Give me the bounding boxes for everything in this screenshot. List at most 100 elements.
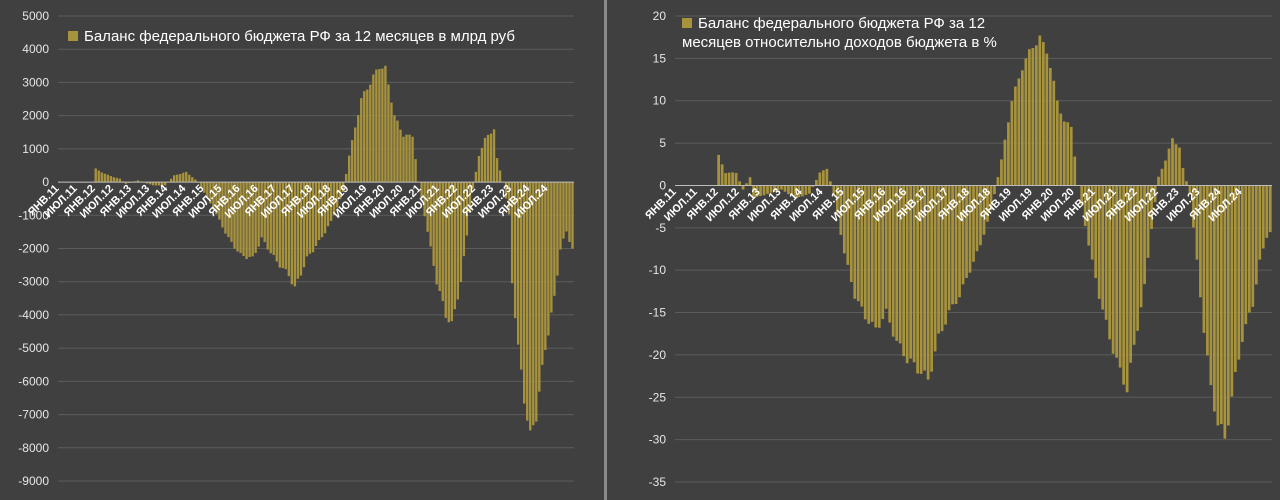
- bar: [1118, 185, 1122, 368]
- bar: [982, 185, 986, 235]
- bar: [109, 176, 112, 183]
- bar: [399, 129, 402, 183]
- legend-rub: Баланс федерального бюджета РФ за 12 мес…: [68, 27, 515, 46]
- bar: [1185, 181, 1188, 186]
- bar: [516, 182, 520, 345]
- bar: [510, 182, 514, 284]
- bar: [169, 178, 173, 183]
- bar: [849, 185, 853, 282]
- bar: [544, 182, 547, 350]
- bar: [151, 182, 155, 186]
- bar: [378, 68, 381, 183]
- y-tick-label: -10: [649, 263, 667, 277]
- bar: [559, 182, 562, 250]
- bar: [1181, 168, 1185, 186]
- bar: [1268, 185, 1272, 233]
- bar: [538, 182, 541, 392]
- y-tick-label: 3000: [22, 75, 49, 89]
- bar: [112, 177, 116, 183]
- bar: [801, 185, 804, 197]
- bar: [103, 173, 106, 183]
- bar: [212, 182, 215, 210]
- bar: [1237, 185, 1241, 360]
- y-tick-label: -9000: [18, 474, 49, 488]
- bar: [1031, 48, 1035, 186]
- bar: [1111, 185, 1115, 354]
- bar: [239, 182, 242, 253]
- bar: [495, 158, 499, 183]
- bar: [811, 185, 815, 187]
- bar: [302, 182, 306, 268]
- bar: [734, 172, 738, 186]
- bar: [459, 182, 463, 282]
- bar: [1024, 58, 1028, 186]
- bar: [441, 182, 444, 302]
- bar: [507, 182, 511, 215]
- bar: [846, 185, 850, 265]
- bar: [311, 182, 315, 253]
- bar: [790, 185, 794, 197]
- bar: [1188, 185, 1192, 195]
- bar: [1160, 168, 1164, 186]
- bar: [571, 182, 574, 249]
- bar: [468, 182, 472, 213]
- y-tick-label: -4000: [18, 308, 49, 322]
- bar: [435, 182, 438, 285]
- bar: [787, 185, 790, 195]
- bar: [912, 185, 916, 363]
- bar: [898, 185, 902, 344]
- y-tick-label: 0: [42, 175, 49, 189]
- bar: [354, 127, 357, 183]
- bar: [916, 185, 920, 374]
- bar: [308, 182, 312, 254]
- bar: [1003, 139, 1007, 186]
- bar: [808, 185, 811, 194]
- bar: [975, 185, 979, 252]
- bar: [1143, 185, 1146, 285]
- bar: [444, 182, 447, 318]
- bar: [471, 182, 475, 189]
- bar: [783, 185, 787, 192]
- y-tick-label: -5000: [18, 341, 49, 355]
- bar: [453, 182, 456, 310]
- bar: [157, 182, 161, 186]
- bar: [272, 182, 275, 255]
- bar: [828, 181, 832, 186]
- bar: [529, 182, 532, 431]
- bar: [895, 185, 899, 341]
- bar: [717, 154, 721, 186]
- bar: [832, 185, 836, 194]
- bar: [296, 182, 300, 279]
- bar: [465, 182, 469, 236]
- bar: [489, 133, 493, 183]
- bar: [185, 171, 188, 183]
- bar: [191, 177, 194, 183]
- bar: [426, 182, 429, 232]
- bar: [797, 185, 801, 198]
- bar: [351, 140, 354, 183]
- y-tick-label: -2000: [18, 242, 49, 256]
- bar: [867, 185, 871, 324]
- bar: [1087, 185, 1091, 246]
- bar: [480, 147, 484, 183]
- bar: [965, 185, 968, 278]
- bar: [233, 182, 236, 249]
- bar: [1010, 101, 1014, 186]
- bar: [257, 182, 260, 247]
- bar: [748, 177, 752, 186]
- bar: [498, 170, 502, 183]
- bar: [752, 185, 755, 199]
- bar: [1157, 176, 1160, 186]
- bar: [492, 129, 496, 183]
- bar: [556, 182, 559, 276]
- bar: [1125, 185, 1129, 393]
- bar: [462, 182, 466, 257]
- bar: [839, 185, 843, 235]
- bar: [877, 185, 881, 328]
- bar: [909, 185, 913, 359]
- bar: [332, 182, 336, 216]
- y-tick-label: -35: [649, 475, 667, 489]
- bar: [835, 185, 839, 214]
- bar: [888, 185, 892, 323]
- bar: [100, 172, 103, 183]
